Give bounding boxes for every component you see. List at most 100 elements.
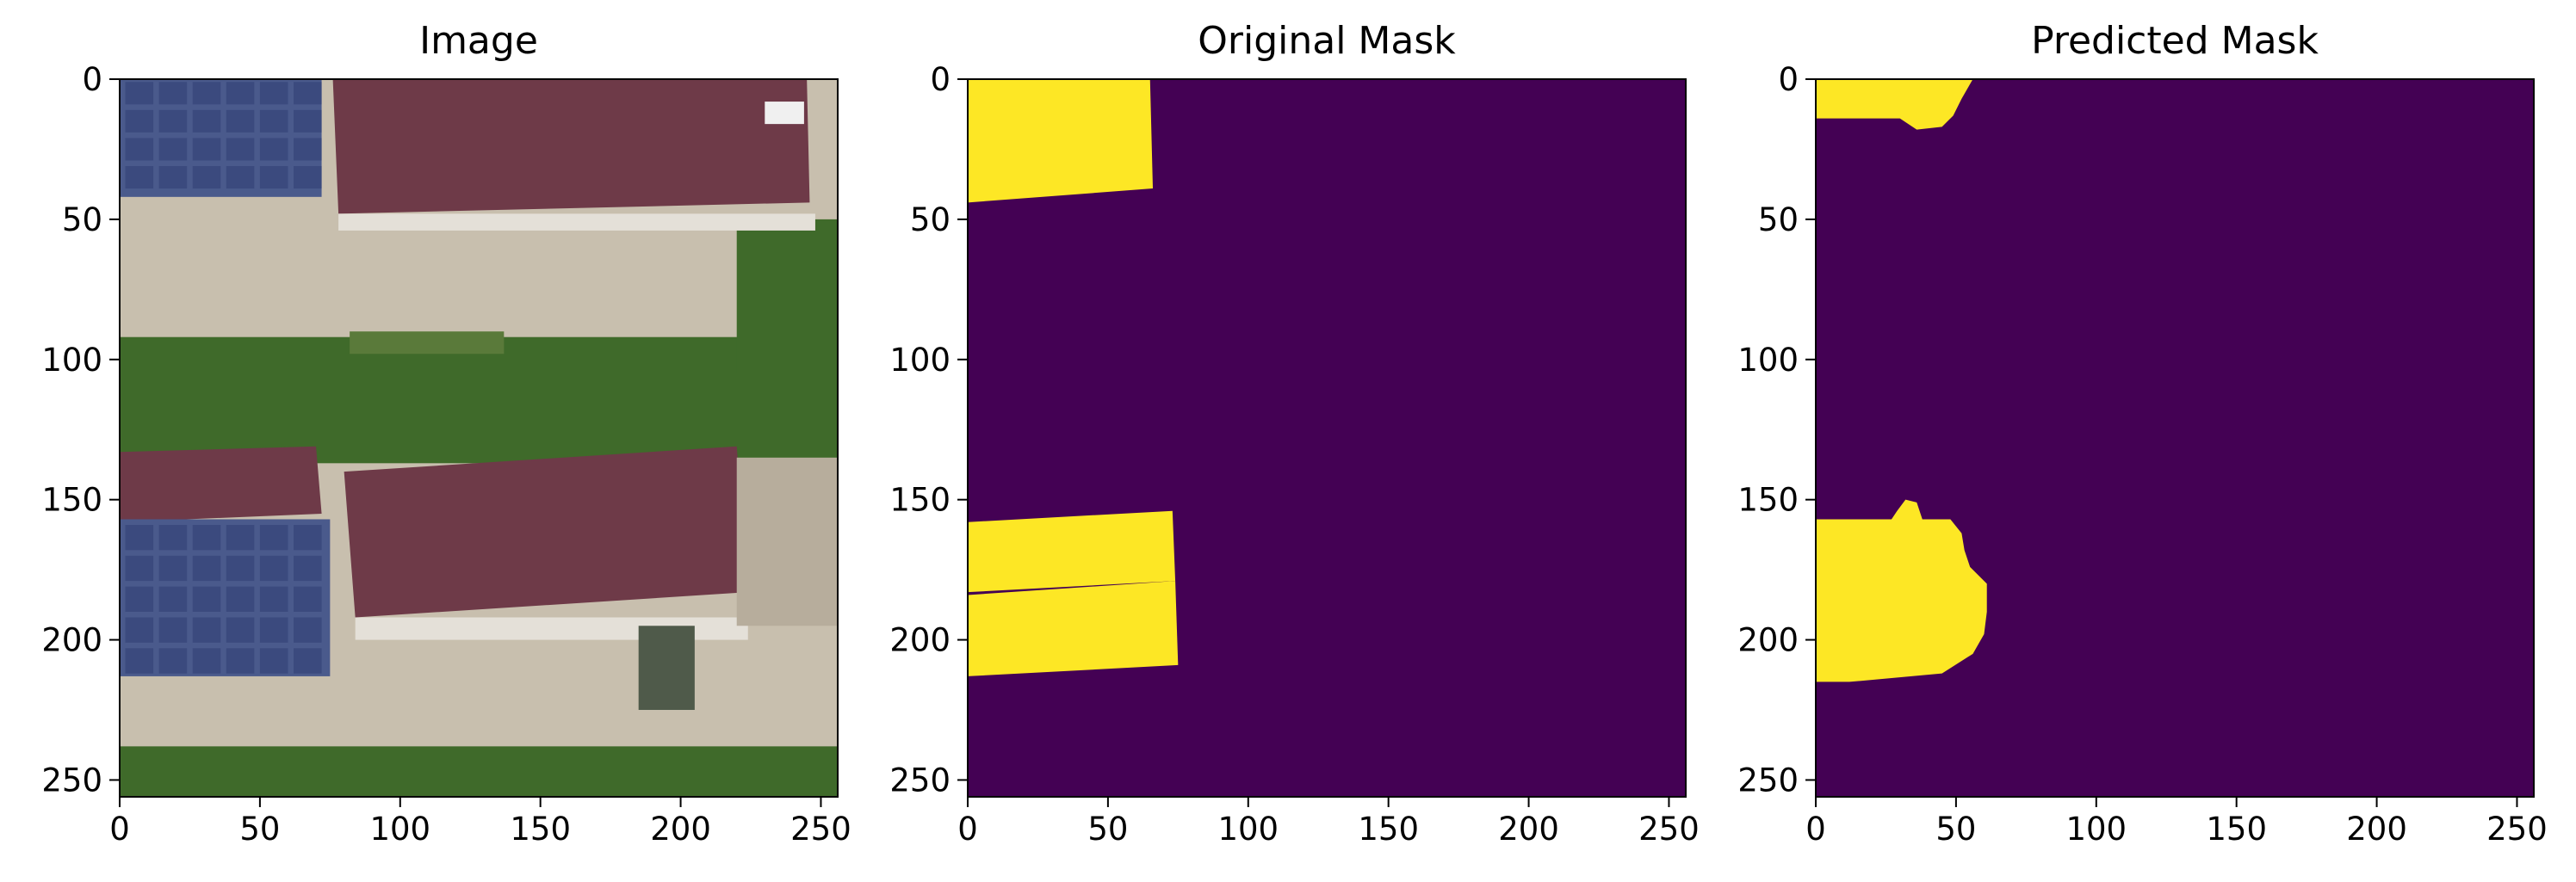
x-tick-label: 50 bbox=[1087, 811, 1128, 848]
x-tick-label: 0 bbox=[957, 811, 978, 848]
y-tick-label: 0 bbox=[930, 61, 951, 98]
solar-cell bbox=[192, 617, 221, 643]
solar-cell bbox=[226, 82, 255, 105]
solar-cell bbox=[192, 524, 221, 551]
solar-cell bbox=[293, 586, 322, 612]
solar-cell bbox=[259, 524, 288, 551]
x-tick-label: 100 bbox=[2065, 811, 2127, 848]
x-tick-label: 100 bbox=[369, 811, 430, 848]
solar-cell bbox=[226, 524, 255, 551]
mask-background bbox=[1816, 79, 2534, 797]
axes-frame bbox=[1815, 78, 2535, 798]
solar-cell bbox=[125, 586, 154, 612]
x-tick-label: 0 bbox=[1805, 811, 1826, 848]
x-tick-label: 50 bbox=[1935, 811, 1976, 848]
solar-cell bbox=[192, 138, 221, 161]
roof-lower-left bbox=[120, 446, 322, 522]
panel-title-original-mask: Original Mask bbox=[1198, 19, 1456, 63]
solar-cell bbox=[158, 109, 188, 133]
y-tick-label: 150 bbox=[1737, 482, 1799, 519]
x-tick-label: 200 bbox=[1498, 811, 1559, 848]
axes-frame bbox=[967, 78, 1687, 798]
roof-middle bbox=[344, 446, 748, 618]
x-tick-label: 150 bbox=[1358, 811, 1419, 848]
y-tick-label: 100 bbox=[41, 342, 102, 379]
courtyard-right bbox=[736, 457, 838, 626]
roof-top-shadow bbox=[338, 213, 815, 231]
solar-cell bbox=[226, 109, 255, 133]
solar-cell bbox=[293, 524, 322, 551]
solar-cell bbox=[158, 648, 188, 674]
solar-cell bbox=[192, 648, 221, 674]
solar-cell bbox=[293, 82, 322, 105]
x-tick-label: 250 bbox=[790, 811, 851, 848]
x-tick-label: 0 bbox=[109, 811, 130, 848]
solar-cell bbox=[293, 648, 322, 674]
vegetation-strip bbox=[350, 331, 505, 355]
roof-top bbox=[332, 79, 810, 214]
solar-cell bbox=[259, 555, 288, 582]
vegetation-right bbox=[736, 219, 838, 374]
solar-cell bbox=[293, 555, 322, 582]
solar-cell bbox=[293, 109, 322, 133]
mask-region bbox=[968, 510, 1176, 593]
roof-top-fixture bbox=[765, 102, 804, 125]
x-tick-label: 150 bbox=[510, 811, 571, 848]
y-tick-label: 150 bbox=[889, 482, 951, 519]
y-tick-label: 50 bbox=[1758, 201, 1799, 238]
vegetation-middle bbox=[120, 336, 838, 464]
x-tick-label: 50 bbox=[239, 811, 280, 848]
solar-cell bbox=[192, 165, 221, 189]
solar-cell bbox=[158, 555, 188, 582]
solar-cell bbox=[192, 586, 221, 612]
solar-cell bbox=[158, 524, 188, 551]
solar-cell bbox=[158, 138, 188, 161]
solar-cell bbox=[125, 109, 154, 133]
y-tick-label: 250 bbox=[41, 762, 102, 799]
x-tick-label: 250 bbox=[1638, 811, 1700, 848]
x-tick-label: 200 bbox=[2346, 811, 2407, 848]
solar-cell bbox=[226, 555, 255, 582]
x-tick-label: 200 bbox=[650, 811, 711, 848]
solar-cell bbox=[158, 165, 188, 189]
solar-cell bbox=[226, 138, 255, 161]
y-tick-label: 50 bbox=[62, 201, 102, 238]
solar-cell bbox=[226, 165, 255, 189]
solar-cell bbox=[259, 586, 288, 612]
solar-cell bbox=[192, 109, 221, 133]
y-tick-label: 200 bbox=[1737, 622, 1799, 659]
solar-cell bbox=[226, 617, 255, 643]
shadow-area bbox=[638, 626, 695, 711]
solar-cell bbox=[125, 82, 154, 105]
aerial-content bbox=[120, 79, 838, 797]
solar-cell bbox=[125, 555, 154, 582]
panel-title-image: Image bbox=[419, 19, 538, 63]
vegetation-bottom bbox=[120, 746, 838, 797]
mask-region bbox=[968, 581, 1179, 676]
mask-image-1 bbox=[968, 79, 1686, 797]
y-tick-label: 200 bbox=[889, 622, 951, 659]
y-tick-label: 200 bbox=[41, 622, 102, 659]
aerial-image bbox=[120, 79, 838, 797]
y-tick-label: 50 bbox=[910, 201, 951, 238]
axes-frame bbox=[119, 78, 839, 798]
x-tick-label: 250 bbox=[2486, 811, 2548, 848]
solar-cell bbox=[158, 586, 188, 612]
x-tick-label: 100 bbox=[1217, 811, 1279, 848]
y-tick-label: 100 bbox=[1737, 342, 1799, 379]
y-tick-label: 150 bbox=[41, 482, 102, 519]
solar-cell bbox=[125, 138, 154, 161]
solar-cell bbox=[192, 555, 221, 582]
y-tick-label: 250 bbox=[889, 762, 951, 799]
solar-cell bbox=[259, 138, 288, 161]
solar-cell bbox=[125, 648, 154, 674]
solar-cell bbox=[125, 617, 154, 643]
solar-cell bbox=[226, 586, 255, 612]
solar-cell bbox=[192, 82, 221, 105]
solar-cell bbox=[125, 165, 154, 189]
solar-cell bbox=[293, 138, 322, 161]
